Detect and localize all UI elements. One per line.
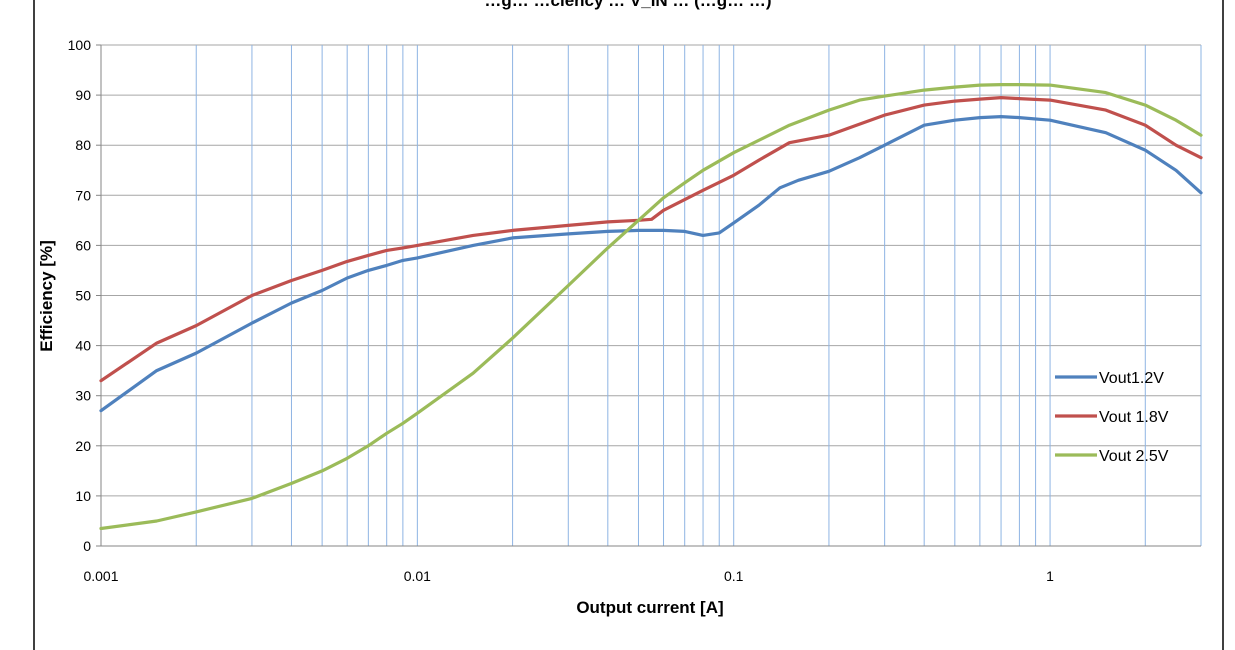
x-tick-labels: 0.001 0.01 0.1 1 (83, 568, 1054, 584)
series-layer (99, 82, 1203, 531)
axes-layer (96, 44, 1201, 547)
grid-layer (101, 44, 1202, 546)
legend-label-2: Vout 1.8V (1099, 409, 1169, 426)
y-tick-label: 50 (75, 288, 91, 304)
legend-label-1: Vout1.2V (1099, 370, 1164, 387)
series-line-1 (99, 114, 1203, 413)
y-tick-label: 20 (75, 438, 91, 454)
x-tick-label: 1 (1046, 568, 1054, 584)
chart-title: …g… …ciency … V_IN … (…g… …) (484, 0, 771, 10)
series-line-3 (99, 82, 1203, 531)
y-tick-label: 60 (75, 237, 91, 253)
y-tick-label: 80 (75, 137, 91, 153)
y-tick-label: 70 (75, 187, 91, 203)
legend-label-3: Vout 2.5V (1099, 448, 1169, 465)
y-tick-label: 0 (83, 538, 91, 554)
y-tick-label: 100 (68, 37, 92, 53)
x-tick-label: 0.001 (83, 568, 118, 584)
series-line-2 (99, 95, 1203, 383)
legend: Vout1.2V Vout 1.8V Vout 2.5V (1055, 370, 1169, 465)
y-tick-label: 30 (75, 388, 91, 404)
x-tick-label: 0.1 (724, 568, 744, 584)
x-axis-title: Output current [A] (576, 598, 723, 617)
y-tick-labels: 0 10 20 30 40 50 60 70 80 90 100 (68, 37, 92, 554)
y-axis-title: Efficiency [%] (37, 240, 56, 351)
y-tick-label: 40 (75, 338, 91, 354)
x-tick-label: 0.01 (404, 568, 431, 584)
y-tick-label: 90 (75, 87, 91, 103)
y-tick-label: 10 (75, 488, 91, 504)
